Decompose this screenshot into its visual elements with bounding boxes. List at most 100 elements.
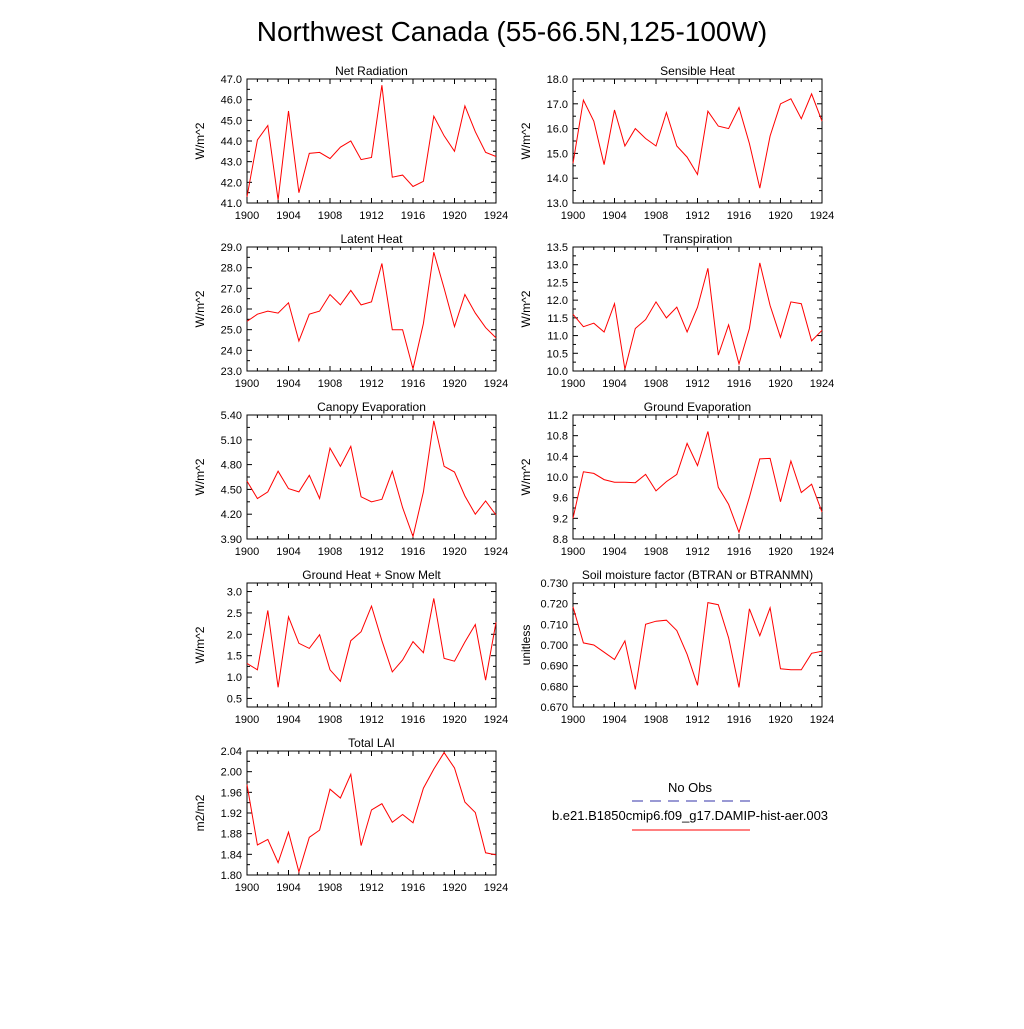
net-radiation-ytick-label: 47.0 bbox=[221, 74, 242, 86]
ground-heat-snow-melt-series-line-0 bbox=[246, 598, 497, 688]
net-radiation-xtick-label: 1908 bbox=[318, 210, 342, 222]
canopy-evaporation-title: Canopy Evaporation bbox=[317, 400, 426, 414]
sensible-heat-xtick-label: 1900 bbox=[561, 210, 585, 222]
transpiration-xtick-label: 1920 bbox=[768, 378, 792, 390]
latent-heat-xtick-label: 1920 bbox=[442, 378, 466, 390]
net-radiation-ytick-label: 45.0 bbox=[221, 115, 242, 127]
sensible-heat-ylabel: W/m^2 bbox=[519, 122, 533, 159]
total-lai-ytick-label: 1.88 bbox=[221, 829, 242, 841]
latent-heat-series-line-0 bbox=[246, 252, 497, 370]
transpiration-ytick-label: 12.5 bbox=[547, 277, 568, 289]
sensible-heat-xtick-label: 1920 bbox=[768, 210, 792, 222]
net-radiation-xtick-label: 1912 bbox=[359, 210, 383, 222]
ground-heat-snow-melt-title: Ground Heat + Snow Melt bbox=[302, 568, 441, 582]
total-lai-xtick-label: 1920 bbox=[442, 882, 466, 894]
sensible-heat-ytick-label: 16.0 bbox=[547, 124, 568, 136]
ground-heat-snow-melt-ylabel: W/m^2 bbox=[193, 626, 207, 663]
latent-heat-ytick-label: 25.0 bbox=[221, 325, 242, 337]
soil-moisture-factor-btran-or-btranmn-ytick-label: 0.730 bbox=[540, 578, 568, 590]
latent-heat-xtick-label: 1900 bbox=[235, 378, 259, 390]
ground-heat-snow-melt-xtick-label: 1924 bbox=[484, 714, 508, 726]
ground-evaporation-ytick-label: 10.8 bbox=[547, 431, 568, 443]
canopy-evaporation-xtick-label: 1908 bbox=[318, 546, 342, 558]
total-lai-ytick-label: 1.80 bbox=[221, 870, 242, 882]
panel-sensible-heat: 1900 1904 1908 1912 1916 1920 1924 13.0 14.0 15.0… bbox=[519, 64, 834, 222]
soil-moisture-factor-btran-or-btranmn-series-line-0 bbox=[572, 602, 823, 690]
net-radiation-xtick-label: 1916 bbox=[401, 210, 425, 222]
net-radiation-title: Net Radiation bbox=[335, 64, 408, 78]
canopy-evaporation-xtick-label: 1920 bbox=[442, 546, 466, 558]
latent-heat-xtick-label: 1912 bbox=[359, 378, 383, 390]
transpiration-frame bbox=[572, 246, 823, 372]
soil-moisture-factor-btran-or-btranmn-ytick-label: 0.720 bbox=[540, 599, 568, 611]
total-lai-ytick-label: 2.04 bbox=[221, 746, 242, 758]
soil-moisture-factor-btran-or-btranmn-xtick-label: 1912 bbox=[685, 714, 709, 726]
ground-evaporation-xtick-label: 1920 bbox=[768, 546, 792, 558]
canopy-evaporation-series-line-0 bbox=[246, 420, 497, 539]
canopy-evaporation-frame bbox=[246, 414, 497, 540]
latent-heat-title: Latent Heat bbox=[340, 232, 403, 246]
latent-heat-ytick-label: 26.0 bbox=[221, 304, 242, 316]
ground-evaporation-ytick-label: 9.6 bbox=[553, 493, 568, 505]
total-lai-title: Total LAI bbox=[348, 736, 395, 750]
net-radiation-xtick-label: 1904 bbox=[276, 210, 300, 222]
sensible-heat-xtick-label: 1924 bbox=[810, 210, 834, 222]
net-radiation-ylabel: W/m^2 bbox=[193, 122, 207, 159]
canopy-evaporation-ytick-label: 3.90 bbox=[221, 534, 242, 546]
canopy-evaporation-ytick-label: 5.40 bbox=[221, 410, 242, 422]
latent-heat-frame bbox=[246, 246, 497, 372]
ground-evaporation-xtick-label: 1908 bbox=[644, 546, 668, 558]
net-radiation-xtick-label: 1900 bbox=[235, 210, 259, 222]
latent-heat-ytick-label: 27.0 bbox=[221, 283, 242, 295]
ground-heat-snow-melt-xtick-label: 1920 bbox=[442, 714, 466, 726]
transpiration-xtick-label: 1900 bbox=[561, 378, 585, 390]
transpiration-title: Transpiration bbox=[663, 232, 733, 246]
ground-evaporation-ytick-label: 10.0 bbox=[547, 472, 568, 484]
transpiration-xtick-label: 1916 bbox=[727, 378, 751, 390]
soil-moisture-factor-btran-or-btranmn-ytick-label: 0.710 bbox=[540, 619, 568, 631]
sensible-heat-xtick-label: 1908 bbox=[644, 210, 668, 222]
ground-heat-snow-melt-xtick-label: 1900 bbox=[235, 714, 259, 726]
soil-moisture-factor-btran-or-btranmn-xtick-label: 1920 bbox=[768, 714, 792, 726]
ground-heat-snow-melt-ytick-label: 0.5 bbox=[227, 693, 242, 705]
transpiration-xtick-label: 1912 bbox=[685, 378, 709, 390]
canopy-evaporation-ytick-label: 4.20 bbox=[221, 509, 242, 521]
total-lai-frame bbox=[246, 750, 497, 876]
sensible-heat-ytick-label: 13.0 bbox=[547, 198, 568, 210]
transpiration-ytick-label: 11.5 bbox=[547, 313, 568, 325]
total-lai-xtick-label: 1904 bbox=[276, 882, 300, 894]
sensible-heat-ytick-label: 15.0 bbox=[547, 148, 568, 160]
panel-latent-heat: 1900 1904 1908 1912 1916 1920 1924 23.0 24.0 25.0… bbox=[193, 232, 508, 390]
transpiration-xtick-label: 1904 bbox=[602, 378, 626, 390]
sensible-heat-ytick-label: 14.0 bbox=[547, 173, 568, 185]
latent-heat-xtick-label: 1904 bbox=[276, 378, 300, 390]
sensible-heat-xtick-label: 1912 bbox=[685, 210, 709, 222]
canopy-evaporation-xtick-label: 1904 bbox=[276, 546, 300, 558]
ground-evaporation-ytick-label: 8.8 bbox=[553, 534, 568, 546]
sensible-heat-ytick-label: 18.0 bbox=[547, 74, 568, 86]
total-lai-xtick-label: 1924 bbox=[484, 882, 508, 894]
panel-net-radiation: 1900 1904 1908 1912 1916 1920 1924 41.0 42.0 43.0… bbox=[193, 64, 508, 222]
ground-heat-snow-melt-xtick-label: 1904 bbox=[276, 714, 300, 726]
soil-moisture-factor-btran-or-btranmn-xtick-label: 1908 bbox=[644, 714, 668, 726]
transpiration-ylabel: W/m^2 bbox=[519, 290, 533, 327]
ground-evaporation-ylabel: W/m^2 bbox=[519, 458, 533, 495]
canopy-evaporation-ytick-label: 5.10 bbox=[221, 435, 242, 447]
ground-evaporation-xtick-label: 1916 bbox=[727, 546, 751, 558]
ground-evaporation-xtick-label: 1904 bbox=[602, 546, 626, 558]
canopy-evaporation-xtick-label: 1924 bbox=[484, 546, 508, 558]
latent-heat-ytick-label: 23.0 bbox=[221, 366, 242, 378]
legend-model-label: b.e21.B1850cmip6.f09_g17.DAMIP-hist-aer.… bbox=[552, 808, 828, 823]
sensible-heat-title: Sensible Heat bbox=[660, 64, 735, 78]
net-radiation-ytick-label: 42.0 bbox=[221, 177, 242, 189]
latent-heat-ytick-label: 29.0 bbox=[221, 242, 242, 254]
net-radiation-ytick-label: 43.0 bbox=[221, 157, 242, 169]
panel-ground-evaporation: 1900 1904 1908 1912 1916 1920 1924 8.8 9.2 9.6 10.… bbox=[519, 400, 834, 558]
net-radiation-ytick-label: 46.0 bbox=[221, 95, 242, 107]
total-lai-series-line-0 bbox=[246, 751, 497, 874]
soil-moisture-factor-btran-or-btranmn-xtick-label: 1916 bbox=[727, 714, 751, 726]
ground-evaporation-frame bbox=[572, 414, 823, 540]
ground-evaporation-series-line-0 bbox=[572, 431, 823, 534]
soil-moisture-factor-btran-or-btranmn-title: Soil moisture factor (BTRAN or BTRANMN) bbox=[582, 568, 813, 582]
net-radiation-xtick-label: 1924 bbox=[484, 210, 508, 222]
